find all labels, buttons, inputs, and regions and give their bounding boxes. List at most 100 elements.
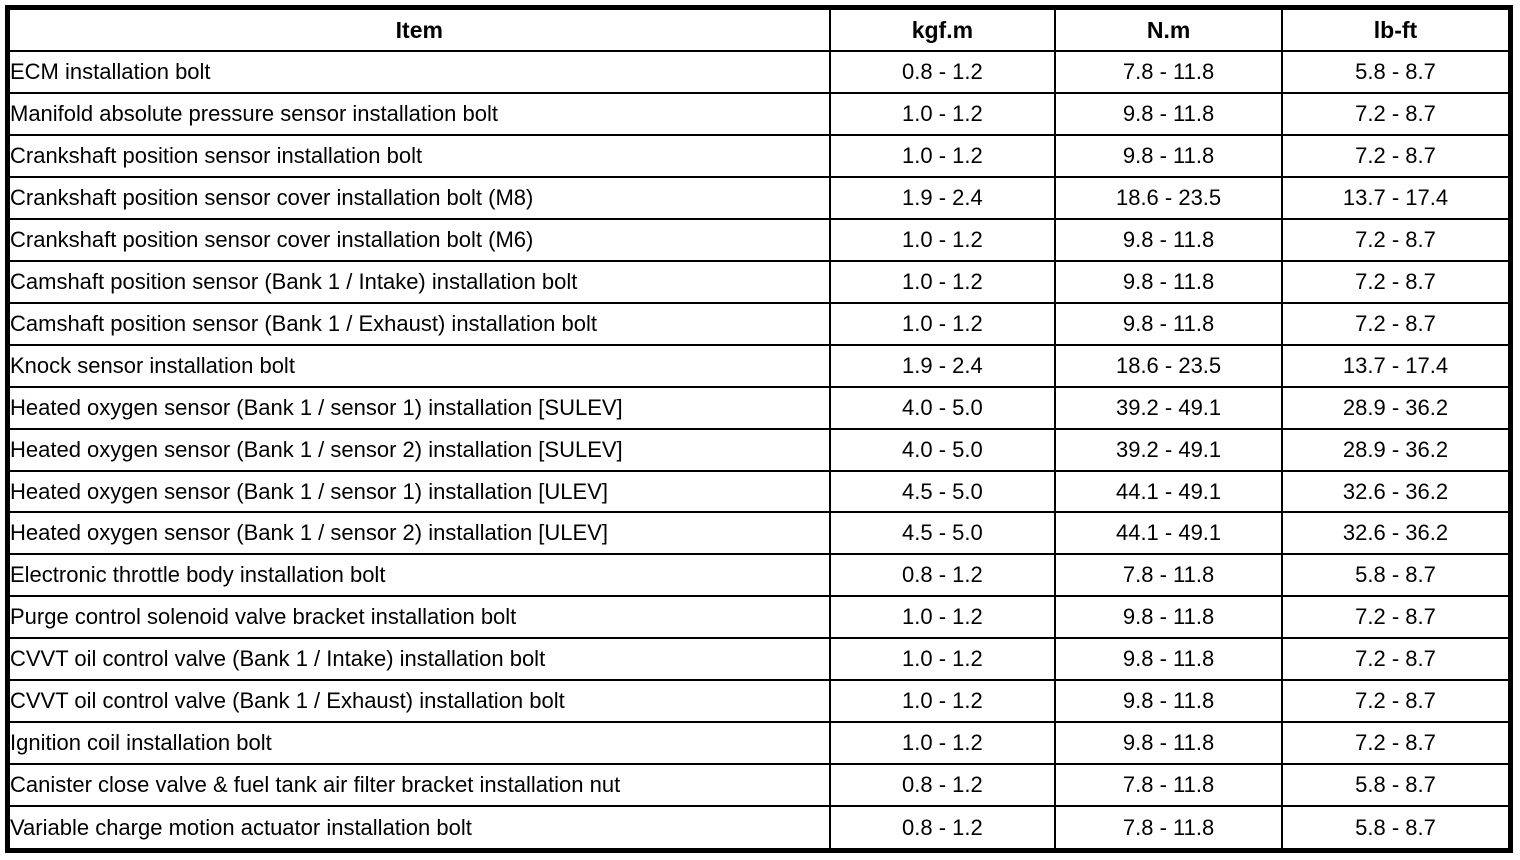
kgfm-value-cell: 1.0 - 1.2	[828, 91, 1057, 136]
item-cell: Crankshaft position sensor cover install…	[6, 217, 831, 262]
column-header-kgfm: kgf.m	[828, 6, 1057, 52]
column-header-lbft: lb-ft	[1281, 6, 1512, 52]
nm-value-cell: 9.8 - 11.8	[1054, 133, 1284, 178]
lbft-value-cell: 13.7 - 17.4	[1281, 175, 1512, 220]
kgfm-value-cell: 1.9 - 2.4	[828, 343, 1057, 388]
item-cell: Crankshaft position sensor installation …	[6, 133, 831, 178]
item-cell: Electronic throttle body installation bo…	[6, 553, 831, 598]
lbft-value-cell: 32.6 - 36.2	[1281, 469, 1512, 514]
item-cell: Heated oxygen sensor (Bank 1 / sensor 2)…	[6, 511, 831, 556]
table-row: Heated oxygen sensor (Bank 1 / sensor 1)…	[6, 469, 1512, 514]
kgfm-value-cell: 0.8 - 1.2	[828, 763, 1057, 808]
table-row: CVVT oil control valve (Bank 1 / Exhaust…	[6, 679, 1512, 724]
nm-value-cell: 39.2 - 49.1	[1054, 427, 1284, 472]
lbft-value-cell: 7.2 - 8.7	[1281, 721, 1512, 766]
torque-spec-table: Item kgf.m N.m lb-ft ECM installation bo…	[5, 5, 1513, 853]
kgfm-value-cell: 4.0 - 5.0	[828, 427, 1057, 472]
item-cell: ECM installation bolt	[6, 50, 831, 94]
item-cell: Camshaft position sensor (Bank 1 / Intak…	[6, 259, 831, 304]
kgfm-value-cell: 1.0 - 1.2	[828, 679, 1057, 724]
lbft-value-cell: 7.2 - 8.7	[1281, 595, 1512, 640]
lbft-value-cell: 5.8 - 8.7	[1281, 805, 1512, 852]
kgfm-value-cell: 1.0 - 1.2	[828, 301, 1057, 346]
item-cell: Variable charge motion actuator installa…	[6, 805, 831, 852]
item-cell: Camshaft position sensor (Bank 1 / Exhau…	[6, 301, 831, 346]
table-row: Heated oxygen sensor (Bank 1 / sensor 1)…	[6, 385, 1512, 430]
lbft-value-cell: 28.9 - 36.2	[1281, 427, 1512, 472]
table-row: Purge control solenoid valve bracket ins…	[6, 595, 1512, 640]
nm-value-cell: 9.8 - 11.8	[1054, 259, 1284, 304]
item-cell: Heated oxygen sensor (Bank 1 / sensor 2)…	[6, 427, 831, 472]
lbft-value-cell: 7.2 - 8.7	[1281, 679, 1512, 724]
nm-value-cell: 7.8 - 11.8	[1054, 763, 1284, 808]
table-row: Canister close valve & fuel tank air fil…	[6, 763, 1512, 808]
item-cell: Knock sensor installation bolt	[6, 343, 831, 388]
lbft-value-cell: 5.8 - 8.7	[1281, 553, 1512, 598]
table-row: Electronic throttle body installation bo…	[6, 553, 1512, 598]
item-cell: Crankshaft position sensor cover install…	[6, 175, 831, 220]
table-row: Camshaft position sensor (Bank 1 / Intak…	[6, 259, 1512, 304]
lbft-value-cell: 7.2 - 8.7	[1281, 301, 1512, 346]
kgfm-value-cell: 1.0 - 1.2	[828, 595, 1057, 640]
nm-value-cell: 18.6 - 23.5	[1054, 343, 1284, 388]
table-row: ECM installation bolt 0.8 - 1.2 7.8 - 11.8…	[6, 50, 1512, 94]
table-row: Knock sensor installation bolt 1.9 - 2.4 1…	[6, 343, 1512, 388]
kgfm-value-cell: 0.8 - 1.2	[828, 553, 1057, 598]
nm-value-cell: 39.2 - 49.1	[1054, 385, 1284, 430]
lbft-value-cell: 5.8 - 8.7	[1281, 50, 1512, 94]
item-cell: Ignition coil installation bolt	[6, 721, 831, 766]
lbft-value-cell: 32.6 - 36.2	[1281, 511, 1512, 556]
lbft-value-cell: 13.7 - 17.4	[1281, 343, 1512, 388]
table-row: Heated oxygen sensor (Bank 1 / sensor 2)…	[6, 427, 1512, 472]
nm-value-cell: 18.6 - 23.5	[1054, 175, 1284, 220]
nm-value-cell: 9.8 - 11.8	[1054, 637, 1284, 682]
lbft-value-cell: 7.2 - 8.7	[1281, 259, 1512, 304]
item-cell: Heated oxygen sensor (Bank 1 / sensor 1)…	[6, 469, 831, 514]
table-row: CVVT oil control valve (Bank 1 / Intake)…	[6, 637, 1512, 682]
table-row: Camshaft position sensor (Bank 1 / Exhau…	[6, 301, 1512, 346]
table-row: Variable charge motion actuator installa…	[6, 805, 1512, 852]
item-cell: Purge control solenoid valve bracket ins…	[6, 595, 831, 640]
lbft-value-cell: 7.2 - 8.7	[1281, 91, 1512, 136]
nm-value-cell: 9.8 - 11.8	[1054, 721, 1284, 766]
nm-value-cell: 9.8 - 11.8	[1054, 91, 1284, 136]
lbft-value-cell: 5.8 - 8.7	[1281, 763, 1512, 808]
kgfm-value-cell: 4.5 - 5.0	[828, 511, 1057, 556]
kgfm-value-cell: 4.5 - 5.0	[828, 469, 1057, 514]
table-row: Crankshaft position sensor cover install…	[6, 217, 1512, 262]
nm-value-cell: 9.8 - 11.8	[1054, 679, 1284, 724]
table-row: Heated oxygen sensor (Bank 1 / sensor 2)…	[6, 511, 1512, 556]
header-row: Item kgf.m N.m lb-ft	[6, 6, 1512, 52]
item-cell: CVVT oil control valve (Bank 1 / Exhaust…	[6, 679, 831, 724]
kgfm-value-cell: 1.9 - 2.4	[828, 175, 1057, 220]
kgfm-value-cell: 1.0 - 1.2	[828, 721, 1057, 766]
lbft-value-cell: 7.2 - 8.7	[1281, 133, 1512, 178]
nm-value-cell: 44.1 - 49.1	[1054, 511, 1284, 556]
lbft-value-cell: 7.2 - 8.7	[1281, 217, 1512, 262]
kgfm-value-cell: 0.8 - 1.2	[828, 805, 1057, 852]
item-cell: Manifold absolute pressure sensor instal…	[6, 91, 831, 136]
kgfm-value-cell: 1.0 - 1.2	[828, 133, 1057, 178]
kgfm-value-cell: 1.0 - 1.2	[828, 217, 1057, 262]
column-header-item: Item	[6, 6, 831, 52]
nm-value-cell: 9.8 - 11.8	[1054, 217, 1284, 262]
table-row: Ignition coil installation bolt 1.0 - 1.2…	[6, 721, 1512, 766]
item-cell: CVVT oil control valve (Bank 1 / Intake)…	[6, 637, 831, 682]
table-header: Item kgf.m N.m lb-ft	[6, 6, 1512, 52]
nm-value-cell: 7.8 - 11.8	[1054, 553, 1284, 598]
item-cell: Heated oxygen sensor (Bank 1 / sensor 1)…	[6, 385, 831, 430]
nm-value-cell: 9.8 - 11.8	[1054, 595, 1284, 640]
kgfm-value-cell: 0.8 - 1.2	[828, 50, 1057, 94]
table-row: Crankshaft position sensor installation …	[6, 133, 1512, 178]
kgfm-value-cell: 4.0 - 5.0	[828, 385, 1057, 430]
nm-value-cell: 7.8 - 11.8	[1054, 805, 1284, 852]
table-row: Crankshaft position sensor cover install…	[6, 175, 1512, 220]
lbft-value-cell: 28.9 - 36.2	[1281, 385, 1512, 430]
torque-table-body: ECM installation bolt 0.8 - 1.2 7.8 - 11.8…	[6, 50, 1512, 852]
table-row: Manifold absolute pressure sensor instal…	[6, 91, 1512, 136]
column-header-nm: N.m	[1054, 6, 1284, 52]
kgfm-value-cell: 1.0 - 1.2	[828, 637, 1057, 682]
kgfm-value-cell: 1.0 - 1.2	[828, 259, 1057, 304]
lbft-value-cell: 7.2 - 8.7	[1281, 637, 1512, 682]
